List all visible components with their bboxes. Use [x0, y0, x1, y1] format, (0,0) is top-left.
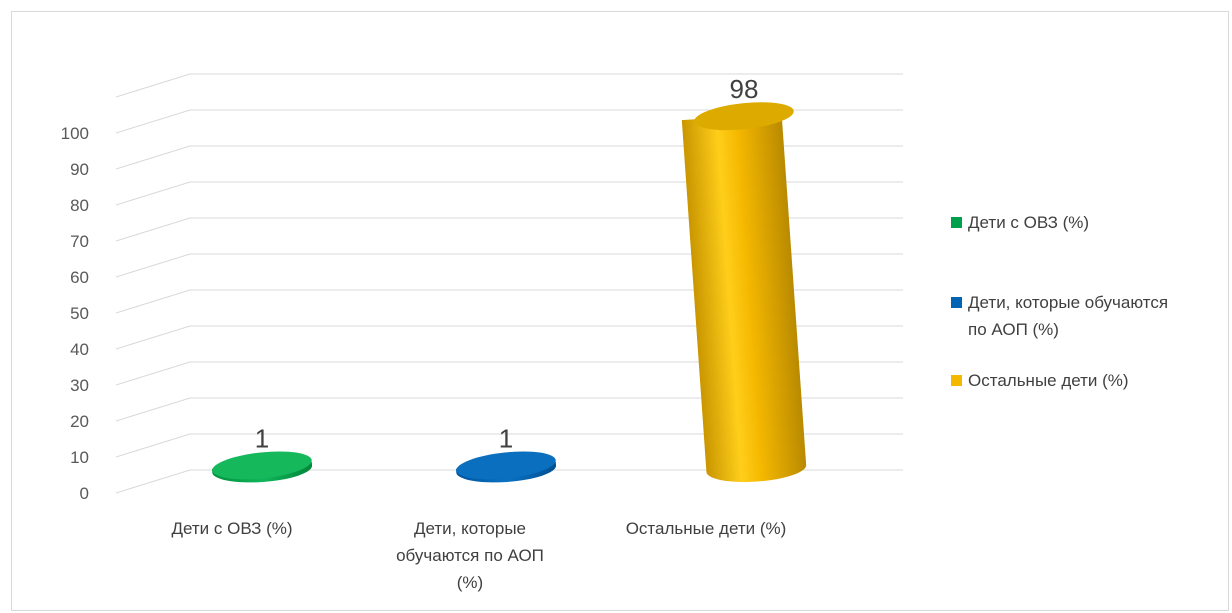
legend-swatch — [951, 375, 962, 386]
y-tick-label: 20 — [70, 412, 89, 431]
y-tick-label: 100 — [61, 124, 89, 143]
y-axis: 0 10 20 30 40 50 60 70 80 90 100 — [61, 124, 89, 503]
legend: Дети с ОВЗ (%) Дети, которые обучаются по … — [951, 213, 1168, 390]
y-tick-label: 30 — [70, 376, 89, 395]
bar — [681, 102, 807, 482]
legend-label: Остальные дети (%) — [968, 371, 1129, 390]
category-label: обучаются по АОП — [396, 546, 544, 565]
gridline — [115, 469, 903, 494]
chart-frame — [11, 11, 1229, 611]
y-tick-label: 80 — [70, 196, 89, 215]
category-label: Дети, которые — [414, 519, 526, 538]
x-axis: Дети с ОВЗ (%) Дети, которые обучаются по … — [171, 519, 786, 592]
grid-layer — [115, 73, 903, 494]
legend-swatch — [951, 297, 962, 308]
gridline — [115, 73, 903, 98]
bar — [211, 451, 313, 483]
y-tick-label: 10 — [70, 448, 89, 467]
gridline — [115, 325, 903, 350]
gridline — [115, 109, 903, 134]
category-label: (%) — [457, 573, 483, 592]
gridline — [115, 181, 903, 206]
y-tick-label: 0 — [80, 484, 89, 503]
category-label: Остальные дети (%) — [626, 519, 787, 538]
y-tick-label: 50 — [70, 304, 89, 323]
legend-label: по АОП (%) — [968, 320, 1059, 339]
data-label: 1 — [499, 423, 513, 453]
gridline — [115, 253, 903, 278]
data-label: 1 — [255, 423, 269, 453]
legend-label: Дети, которые обучаются — [968, 293, 1168, 312]
bars-layer: 1 1 98 — [211, 74, 807, 483]
gridline — [115, 145, 903, 170]
data-label: 98 — [730, 74, 759, 104]
gridline — [115, 217, 903, 242]
y-tick-label: 40 — [70, 340, 89, 359]
gridline — [115, 397, 903, 422]
legend-swatch — [951, 217, 962, 228]
gridline — [115, 433, 903, 458]
y-tick-label: 70 — [70, 232, 89, 251]
gridline — [115, 289, 903, 314]
y-tick-label: 90 — [70, 160, 89, 179]
legend-label: Дети с ОВЗ (%) — [968, 213, 1089, 232]
gridline — [115, 361, 903, 386]
bar — [455, 451, 557, 483]
y-tick-label: 60 — [70, 268, 89, 287]
category-label: Дети с ОВЗ (%) — [171, 519, 292, 538]
